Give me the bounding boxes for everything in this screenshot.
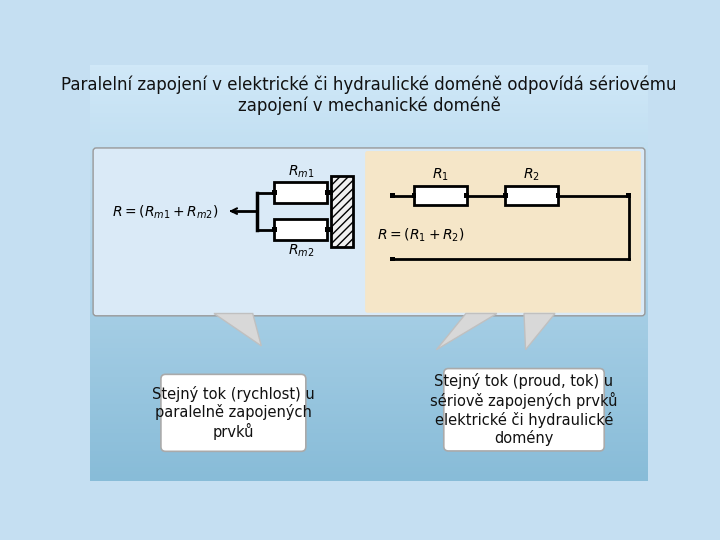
Text: $R = (R_{m1} + R_{m2})$: $R = (R_{m1} + R_{m2})$ [112, 204, 218, 221]
FancyBboxPatch shape [365, 151, 641, 313]
Bar [505, 186, 558, 205]
Text: Stejný tok (proud, tok) u
sériově zapojených prvků
elektrické či hydraulické
dom: Stejný tok (proud, tok) u sériově zapoje… [431, 373, 618, 446]
Bar [272, 190, 276, 195]
Bar [390, 256, 395, 261]
Text: Stejný tok (rychlost) u
paralelně zapojených
prvků: Stejný tok (rychlost) u paralelně zapoje… [152, 386, 315, 440]
Bar [329, 190, 333, 195]
Bar [325, 190, 330, 195]
Text: $R = (R_1 + R_2)$: $R = (R_1 + R_2)$ [377, 227, 464, 245]
Text: Paralelní zapojení v elektrické či hydraulické doméně odpovídá sériovému
zapojen: Paralelní zapojení v elektrické či hydra… [61, 76, 677, 116]
Text: $R_2$: $R_2$ [523, 167, 540, 184]
Bar [272, 227, 276, 232]
Bar [274, 219, 327, 240]
FancyBboxPatch shape [444, 369, 604, 451]
Bar [626, 193, 631, 198]
Text: $R_1$: $R_1$ [432, 167, 449, 184]
FancyBboxPatch shape [93, 148, 645, 316]
Polygon shape [214, 314, 261, 346]
Bar [331, 176, 353, 247]
Bar [412, 193, 416, 198]
FancyBboxPatch shape [161, 374, 306, 451]
Text: $R_{m2}$: $R_{m2}$ [287, 242, 314, 259]
Bar [503, 193, 508, 198]
Bar [325, 227, 330, 232]
Bar [274, 182, 327, 204]
Bar [414, 186, 467, 205]
Polygon shape [436, 314, 497, 350]
Text: $R_{m1}$: $R_{m1}$ [287, 163, 314, 179]
Bar [390, 193, 395, 198]
Bar [464, 193, 469, 198]
Bar [556, 193, 560, 198]
Polygon shape [524, 314, 555, 350]
Bar [329, 227, 333, 232]
